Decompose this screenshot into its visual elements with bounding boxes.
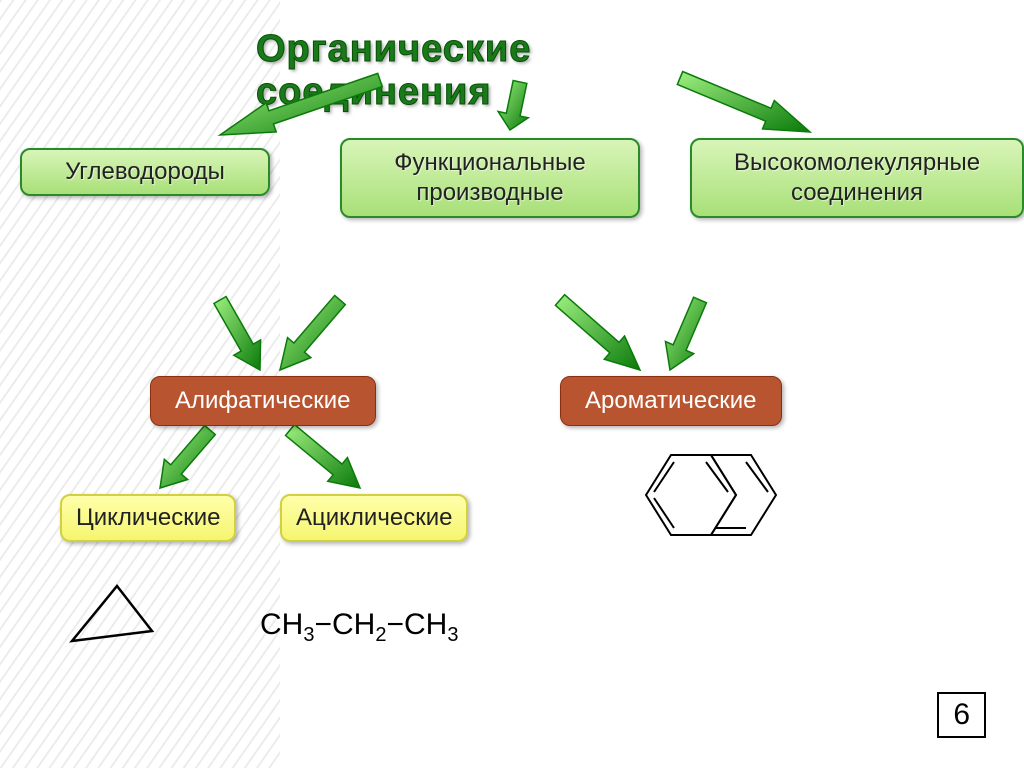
node-label: Высокомолекулярныесоединения xyxy=(734,149,980,206)
node-cyclic: Циклические xyxy=(60,494,236,542)
node-label: Алифатические xyxy=(175,387,351,414)
node-macromolecular: Высокомолекулярныесоединения xyxy=(690,138,1024,218)
node-label: Ациклические xyxy=(296,504,452,531)
node-aromatic: Ароматические xyxy=(560,376,782,426)
node-label: Функциональныепроизводные xyxy=(394,149,585,206)
node-hydrocarbons: Углеводороды xyxy=(20,148,270,196)
node-label: Ароматические xyxy=(585,387,757,414)
node-aliphatic: Алифатические xyxy=(150,376,376,426)
node-acyclic: Ациклические xyxy=(280,494,468,542)
node-functional: Функциональныепроизводные xyxy=(340,138,640,218)
propane-formula: CH3−CH2−CH3 xyxy=(260,608,458,647)
node-label: Циклические xyxy=(76,504,220,531)
cyclopropane-structure xyxy=(62,576,162,656)
naphthalene-structure xyxy=(616,440,806,550)
node-label: Углеводороды xyxy=(65,158,225,185)
page-number: 6 xyxy=(937,692,986,738)
diagram-title: Органические соединения xyxy=(256,28,768,114)
